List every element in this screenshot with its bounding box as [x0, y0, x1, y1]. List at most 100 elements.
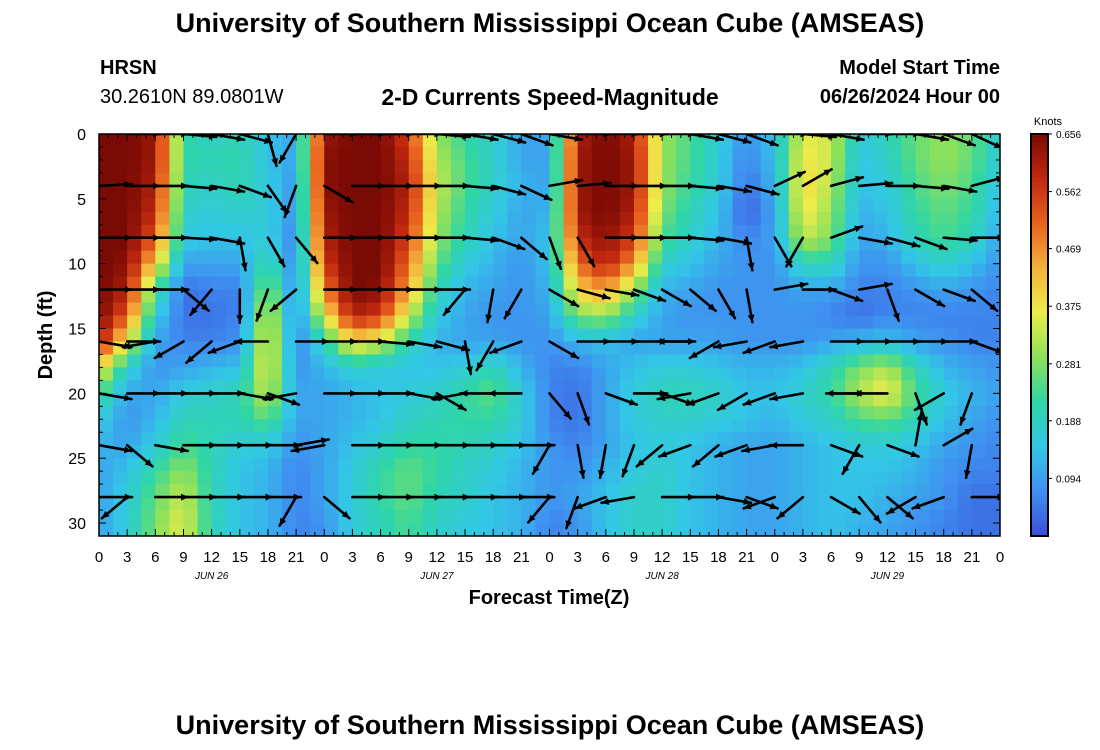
heatmap-cell — [915, 172, 931, 187]
heatmap-cell — [732, 406, 748, 420]
heatmap-cell — [141, 159, 156, 174]
heatmap-cell — [408, 211, 424, 226]
arrow-head — [208, 134, 217, 140]
colorbar-segment — [1031, 302, 1048, 308]
heatmap-cell — [577, 367, 593, 381]
heatmap-cell — [450, 237, 466, 252]
heatmap-cell — [690, 354, 705, 369]
heatmap-cell — [127, 263, 142, 278]
heatmap-cell — [535, 419, 551, 433]
heatmap-cell — [408, 224, 424, 239]
heatmap-cell — [127, 159, 142, 174]
colorbar-segment — [1031, 150, 1048, 155]
heatmap-cell — [465, 380, 480, 394]
heatmap-cell — [141, 134, 156, 148]
heatmap-cell — [901, 146, 917, 161]
current-arrow — [942, 288, 977, 303]
arrow-head — [460, 389, 468, 397]
colorbar-segment — [1031, 335, 1048, 340]
heatmap-cell — [746, 510, 762, 524]
heatmap-cell — [99, 134, 114, 148]
heatmap-cell — [408, 328, 424, 343]
heatmap-cell — [253, 224, 269, 239]
heatmap-cell — [183, 276, 199, 291]
colorbar-segment — [1031, 322, 1048, 328]
heatmap-cell — [887, 406, 903, 420]
arrow-head — [995, 175, 1000, 183]
current-arrow — [189, 288, 213, 317]
heatmap-cell — [915, 510, 931, 524]
heatmap-cell — [436, 497, 452, 511]
heatmap-cell — [310, 276, 325, 291]
heatmap-cell — [113, 263, 128, 278]
heatmap-cell — [563, 224, 579, 239]
heatmap-cell — [324, 198, 339, 213]
heatmap-cell — [296, 211, 311, 226]
heatmap-cell — [394, 250, 410, 265]
heatmap-cell — [211, 146, 227, 161]
heatmap-cell — [704, 211, 720, 226]
heatmap-cell — [380, 224, 396, 239]
heatmap-cell — [450, 315, 466, 330]
heatmap-cell — [704, 224, 720, 239]
heatmap-cell — [535, 354, 551, 369]
y-tick-label: 25 — [68, 451, 86, 468]
heatmap-cell — [225, 224, 241, 239]
heatmap-cell — [296, 302, 311, 317]
heatmap-cell — [239, 458, 255, 472]
arrow-head — [123, 446, 132, 454]
heatmap-cell — [662, 302, 677, 317]
heatmap-cell — [366, 198, 382, 213]
heatmap-cell — [310, 159, 325, 174]
heatmap-cell — [380, 432, 396, 446]
colorbar-segment — [1031, 274, 1048, 280]
colorbar-segment — [1031, 347, 1048, 352]
heatmap-cell — [802, 224, 818, 239]
heatmap-cell — [577, 237, 593, 252]
heatmap-cell — [746, 211, 762, 226]
colorbar-segment — [1031, 286, 1048, 292]
heatmap-cell — [577, 263, 593, 278]
heatmap-cell — [183, 393, 199, 407]
heatmap-cell — [324, 523, 339, 536]
current-arrow — [322, 495, 351, 520]
heatmap-cell — [676, 406, 691, 420]
heatmap-cell — [422, 380, 438, 394]
heatmap-cell — [662, 134, 677, 148]
heatmap-cell — [197, 523, 213, 536]
heatmap-cell — [718, 315, 734, 330]
heatmap-cell — [155, 354, 170, 369]
heatmap-cell — [338, 146, 354, 161]
heatmap-cell — [591, 224, 607, 239]
heatmap-cell — [901, 185, 917, 200]
heatmap-cell — [521, 159, 537, 174]
heatmap-cell — [197, 315, 213, 330]
heatmap-cell — [239, 393, 255, 407]
heatmap-cell — [816, 432, 832, 446]
x-tick-label: 21 — [738, 549, 755, 566]
heatmap-cell — [662, 510, 677, 524]
heatmap-cell — [563, 432, 579, 446]
current-arrow — [99, 443, 133, 454]
heatmap-cell — [282, 471, 297, 485]
arrow-head — [154, 351, 163, 358]
arrow-head — [873, 514, 881, 523]
heatmap-cell — [239, 510, 255, 524]
heatmap-cell — [211, 250, 227, 265]
heatmap-cell — [211, 302, 227, 317]
heatmap-cell — [619, 159, 635, 174]
heatmap-cell — [577, 172, 593, 187]
heatmap-cell — [943, 406, 959, 420]
heatmap-cell — [577, 276, 593, 291]
heatmap-cell — [831, 484, 846, 498]
heatmap-cell — [690, 510, 705, 524]
heatmap-cell — [662, 341, 677, 356]
current-arrow — [691, 443, 720, 468]
heatmap-cell — [310, 302, 325, 317]
heatmap-cell — [183, 172, 199, 187]
heatmap-cell — [127, 315, 142, 330]
x-axis-label: Forecast Time(Z) — [469, 587, 630, 609]
colorbar-segment — [1031, 198, 1048, 203]
heatmap-cell — [676, 341, 691, 356]
heatmap-cell — [633, 354, 649, 369]
